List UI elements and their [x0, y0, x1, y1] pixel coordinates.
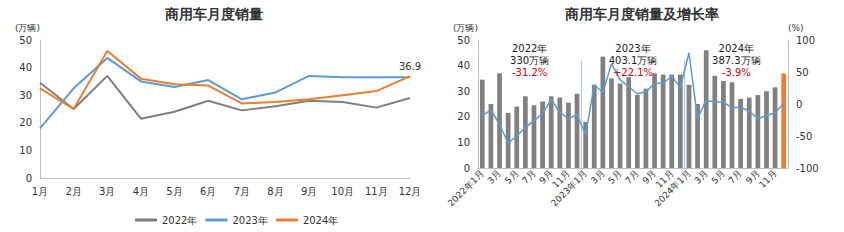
svg-text:11月: 11月	[653, 168, 676, 190]
svg-text:11月: 11月	[550, 168, 572, 190]
svg-text:3月: 3月	[486, 168, 503, 185]
svg-text:2024年1月: 2024年1月	[652, 168, 692, 208]
svg-text:2022年: 2022年	[512, 43, 547, 54]
svg-text:11月: 11月	[757, 168, 779, 190]
svg-text:10: 10	[19, 145, 32, 156]
svg-text:(%): (%)	[788, 23, 804, 33]
svg-text:3月: 3月	[692, 168, 709, 185]
svg-text:2月: 2月	[65, 186, 81, 197]
svg-text:10月: 10月	[331, 186, 354, 197]
svg-text:7月: 7月	[727, 168, 744, 185]
svg-text:10: 10	[457, 137, 470, 148]
svg-text:3月: 3月	[99, 186, 115, 197]
svg-text:40: 40	[457, 60, 470, 71]
svg-text:7月: 7月	[234, 186, 250, 197]
svg-text:50: 50	[457, 35, 470, 46]
svg-text:50: 50	[19, 35, 32, 46]
svg-text:2023年: 2023年	[232, 215, 267, 226]
svg-text:100: 100	[796, 35, 815, 46]
svg-text:5月: 5月	[709, 168, 726, 185]
svg-text:2023年1月: 2023年1月	[549, 168, 589, 208]
svg-text:(万辆): (万辆)	[15, 23, 40, 33]
svg-text:9月: 9月	[301, 186, 317, 197]
svg-text:4月: 4月	[133, 186, 149, 197]
svg-text:50: 50	[796, 67, 809, 78]
svg-text:6月: 6月	[200, 186, 216, 197]
svg-text:2022年: 2022年	[162, 215, 197, 226]
svg-text:8月: 8月	[267, 186, 283, 197]
svg-text:7月: 7月	[623, 168, 640, 185]
svg-text:+22.1%: +22.1%	[613, 67, 653, 78]
svg-text:-3.9%: -3.9%	[722, 67, 751, 78]
svg-text:7月: 7月	[520, 168, 537, 185]
svg-text:2023年: 2023年	[615, 43, 650, 54]
svg-text:(万辆): (万辆)	[453, 23, 478, 33]
svg-text:387.3万辆: 387.3万辆	[712, 55, 761, 66]
svg-text:商用车月度销量及增长率: 商用车月度销量及增长率	[564, 6, 719, 22]
svg-text:330万辆: 330万辆	[510, 55, 549, 66]
svg-text:40: 40	[19, 62, 32, 73]
svg-text:2024年: 2024年	[303, 215, 338, 226]
svg-text:11月: 11月	[365, 186, 388, 197]
svg-text:5月: 5月	[606, 168, 623, 185]
svg-text:0: 0	[796, 99, 802, 110]
svg-text:3月: 3月	[589, 168, 606, 185]
svg-text:20: 20	[457, 111, 470, 122]
svg-text:5月: 5月	[503, 168, 520, 185]
svg-text:2022年1月: 2022年1月	[446, 168, 486, 208]
svg-text:-31.2%: -31.2%	[512, 67, 547, 78]
svg-text:0: 0	[26, 173, 32, 184]
svg-text:2024年: 2024年	[719, 43, 754, 54]
svg-text:0: 0	[464, 163, 470, 174]
svg-text:30: 30	[19, 90, 32, 101]
svg-text:30: 30	[457, 86, 470, 97]
svg-text:-100: -100	[796, 163, 819, 174]
svg-text:9月: 9月	[640, 168, 659, 186]
svg-text:9月: 9月	[537, 168, 555, 186]
svg-text:403.1万辆: 403.1万辆	[609, 55, 658, 66]
svg-text:36.9: 36.9	[399, 61, 421, 72]
svg-text:9月: 9月	[743, 168, 762, 186]
svg-text:-50: -50	[796, 131, 812, 142]
svg-text:商用车月度销量: 商用车月度销量	[164, 6, 263, 22]
svg-text:12月: 12月	[399, 186, 422, 197]
svg-text:1月: 1月	[32, 186, 48, 197]
svg-text:20: 20	[19, 117, 32, 128]
svg-text:5月: 5月	[166, 186, 182, 197]
